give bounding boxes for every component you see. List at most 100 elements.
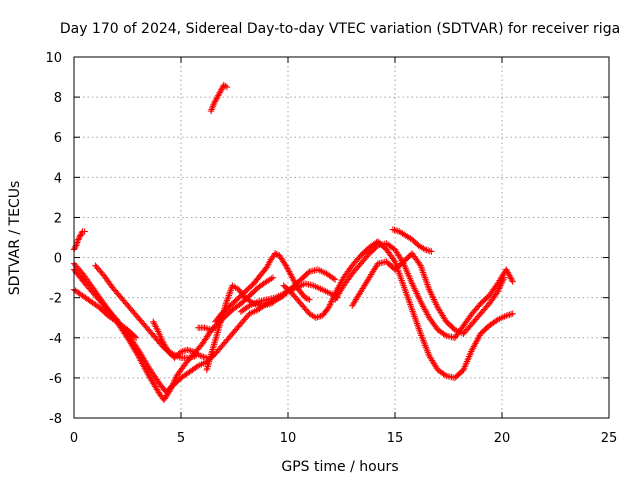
y-tick-label: 10: [45, 51, 62, 66]
data-point-marker: [137, 357, 144, 364]
data-point-marker: [218, 86, 225, 93]
data-point-marker: [268, 275, 275, 282]
data-point-marker: [286, 269, 294, 277]
data-point-marker: [209, 325, 216, 333]
x-tick-label: 10: [280, 431, 297, 446]
data-point-marker: [428, 248, 435, 255]
data-point-marker: [223, 298, 230, 306]
data-point-marker: [330, 275, 337, 282]
y-tick-label: -2: [49, 292, 62, 307]
data-point-marker: [273, 251, 280, 258]
data-point-marker: [426, 288, 434, 295]
y-tick-label: 8: [54, 91, 62, 106]
data-point-marker: [503, 267, 511, 275]
data-point-marker: [301, 294, 309, 301]
data-point-marker: [217, 87, 224, 95]
data-point-marker: [498, 279, 506, 286]
data-point-marker: [78, 229, 85, 236]
data-point-marker: [156, 331, 163, 338]
data-point-marker: [226, 289, 234, 296]
chart-title: Day 170 of 2024, Sidereal Day-to-day VTE…: [60, 21, 620, 37]
data-point-marker: [169, 382, 176, 389]
data-point-marker: [432, 299, 439, 306]
series-arc-11: [237, 266, 339, 315]
data-point-marker: [326, 301, 334, 308]
data-point-marker: [75, 235, 83, 242]
data-point-marker: [214, 93, 221, 101]
grid-lines: [74, 57, 609, 418]
y-tick-label: -6: [49, 372, 62, 387]
data-point-marker: [135, 352, 142, 359]
series-arc-4: [70, 286, 140, 341]
series-arc-3: [70, 260, 277, 404]
data-point-marker: [269, 274, 277, 281]
y-tick-label: -4: [49, 332, 62, 347]
data-point-marker: [77, 232, 84, 239]
data-point-marker: [151, 321, 159, 329]
data-point-marker: [167, 385, 175, 392]
data-point-marker: [282, 262, 290, 269]
data-point-marker: [328, 298, 335, 305]
data-point-marker: [158, 336, 165, 343]
x-axis-label: GPS time / hours: [281, 459, 398, 475]
data-point-marker: [326, 302, 333, 310]
plot-frame: [73, 56, 610, 419]
data-point-marker: [441, 371, 449, 379]
data-point-marker: [509, 310, 516, 317]
data-point-marker: [327, 299, 334, 307]
x-tick-label: 20: [494, 431, 511, 446]
data-point-marker: [500, 274, 508, 281]
data-point-marker: [412, 287, 419, 294]
data-point-marker: [132, 334, 140, 341]
data-point-marker: [428, 291, 435, 298]
data-point-marker: [213, 95, 220, 102]
data-point-marker: [305, 269, 312, 276]
data-point-marker: [283, 263, 290, 271]
data-point-marker: [287, 271, 294, 278]
data-point-marker: [215, 92, 222, 99]
series-arc-12: [280, 238, 516, 382]
data-point-marker: [405, 272, 412, 279]
data-point-marker: [170, 380, 177, 387]
data-point-marker: [210, 101, 217, 108]
data-point-marker: [409, 282, 417, 289]
data-point-marker: [284, 265, 291, 272]
data-point-marker: [226, 290, 233, 297]
data-point-marker: [403, 267, 410, 274]
data-point-marker: [167, 386, 174, 394]
data-point-marker: [505, 270, 512, 278]
data-point-marker: [304, 295, 312, 303]
data-point-marker: [209, 104, 216, 112]
data-point-marker: [331, 276, 339, 283]
data-point-marker: [163, 345, 170, 352]
data-point-marker: [408, 278, 415, 286]
data-point-marker: [507, 275, 515, 282]
y-tick-label: -8: [49, 412, 62, 427]
x-tick-label: 15: [387, 431, 404, 446]
data-point-marker: [154, 326, 161, 333]
data-point-marker: [415, 242, 422, 249]
data-point-marker: [441, 331, 449, 338]
data-point-marker: [144, 369, 151, 376]
data-point-marker: [303, 295, 310, 302]
data-point-marker: [212, 96, 219, 104]
data-point-marker: [411, 285, 418, 292]
data-point-marker: [272, 250, 279, 257]
data-point-marker: [170, 378, 178, 386]
data-point-marker: [209, 103, 217, 110]
data-point-marker: [211, 98, 219, 105]
data-point-marker: [373, 243, 380, 250]
series-arc-14: [349, 250, 508, 337]
y-tick-label: 0: [54, 252, 62, 267]
x-tick-label: 25: [601, 431, 618, 446]
data-point-marker: [503, 266, 510, 273]
data-point-marker: [325, 304, 332, 311]
data-point-marker: [507, 273, 514, 281]
data-point-marker: [494, 288, 501, 295]
data-point-marker: [172, 375, 179, 383]
series-arc-15: [389, 226, 435, 255]
data-point-marker: [77, 231, 85, 238]
data-point-marker: [461, 363, 469, 370]
